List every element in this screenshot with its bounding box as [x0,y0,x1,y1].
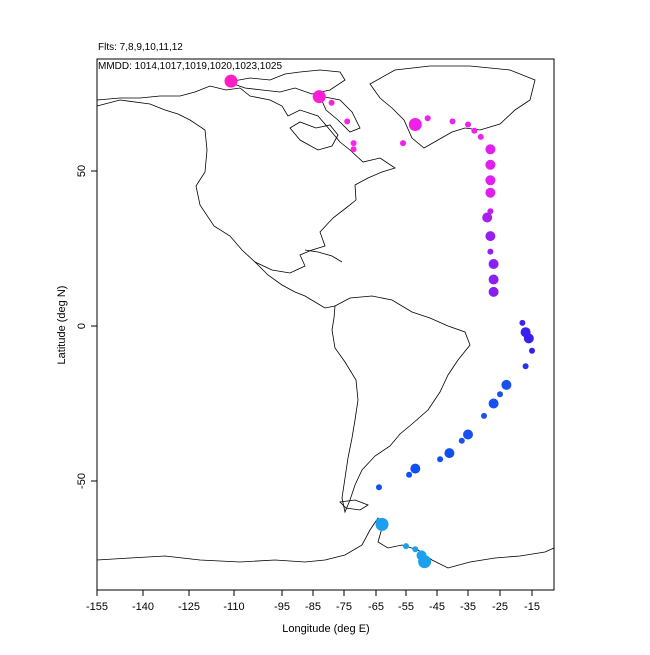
x-axis-label: Longitude (deg E) [282,623,369,635]
flight-point [485,159,496,170]
flight-point [224,74,238,88]
x-tick-label: -45 [429,601,445,613]
y-tick-label: 0 [76,323,88,329]
flight-point [424,115,431,122]
flight-point [403,543,409,550]
x-tick-label: -55 [398,601,414,613]
flight-point [418,555,432,569]
y-tick-label: -50 [76,473,88,489]
x-tick-label: -25 [492,601,508,613]
flight-point [522,363,529,370]
coastline-central-america [254,261,336,309]
x-tick-label: -85 [305,601,321,613]
flight-point [482,212,493,223]
coastline-tierra-del-fuego [339,499,369,511]
coastline-antarctica [96,517,555,569]
flight-point [488,286,499,297]
flight-point [328,99,335,106]
y-axis-label: Latitude (deg N) [56,286,68,365]
flight-point [519,319,526,326]
coastline-south-america [331,295,471,514]
flight-point [471,127,478,134]
coastlines [96,65,555,569]
flight-point [412,546,419,553]
flight-point [477,133,484,140]
flight-point [523,333,534,344]
flight-point [410,463,421,474]
y-tick-label: 50 [76,165,88,177]
flight-point [449,118,456,125]
flight-point [406,471,413,478]
coastline-arctic-islands [226,69,346,95]
x-tick-label: -35 [460,601,476,613]
flight-point [485,144,496,155]
flight-point [529,347,535,354]
flight-point [485,187,496,198]
flight-point [408,118,422,131]
coastline-baffin [319,95,361,133]
flight-point [375,517,389,531]
flight-point [488,274,499,285]
flight-point [497,391,503,398]
flight-point [485,231,496,242]
x-tick-label: -65 [368,601,384,613]
coastline-north-america [96,85,396,274]
flight-point [376,484,382,491]
coastline-greenland [369,65,536,149]
flight-point [400,140,406,147]
x-tick-label: -110 [223,601,244,613]
flight-points [224,74,535,569]
dates-label: MMDD: 1014,1017,1019,1020,1023,1025 [98,61,282,72]
x-tick-label: -125 [178,601,200,613]
flights-label: Flts: 7,8,9,10,11,12 [98,42,183,53]
flight-point [437,456,444,463]
flight-point [312,90,326,104]
flight-point [488,259,499,269]
x-axis: -155 -140 -125 -110 -95 -85 -75 -65 -55 -45 -35 -25… [86,590,540,613]
x-tick-label: -15 [524,601,540,613]
y-axis: -50 0 50 [76,165,97,489]
flight-point [350,146,357,153]
flight-point [463,429,473,440]
flight-point [485,175,496,186]
flight-point [458,437,465,444]
x-tick-label: -140 [132,601,154,613]
plot-frame [96,58,555,591]
flight-point [488,398,499,409]
x-tick-label: -95 [274,601,290,613]
flight-point [501,379,512,390]
flight-point [465,121,471,128]
coastline-hudson-bay [289,121,339,151]
flight-point [344,118,351,125]
x-tick-label: -155 [86,601,108,613]
coastline-cuba [304,249,343,263]
flight-point [444,448,455,459]
flight-point [350,140,357,147]
x-tick-label: -75 [336,601,352,613]
flight-point [481,412,487,419]
flight-point [487,248,494,255]
